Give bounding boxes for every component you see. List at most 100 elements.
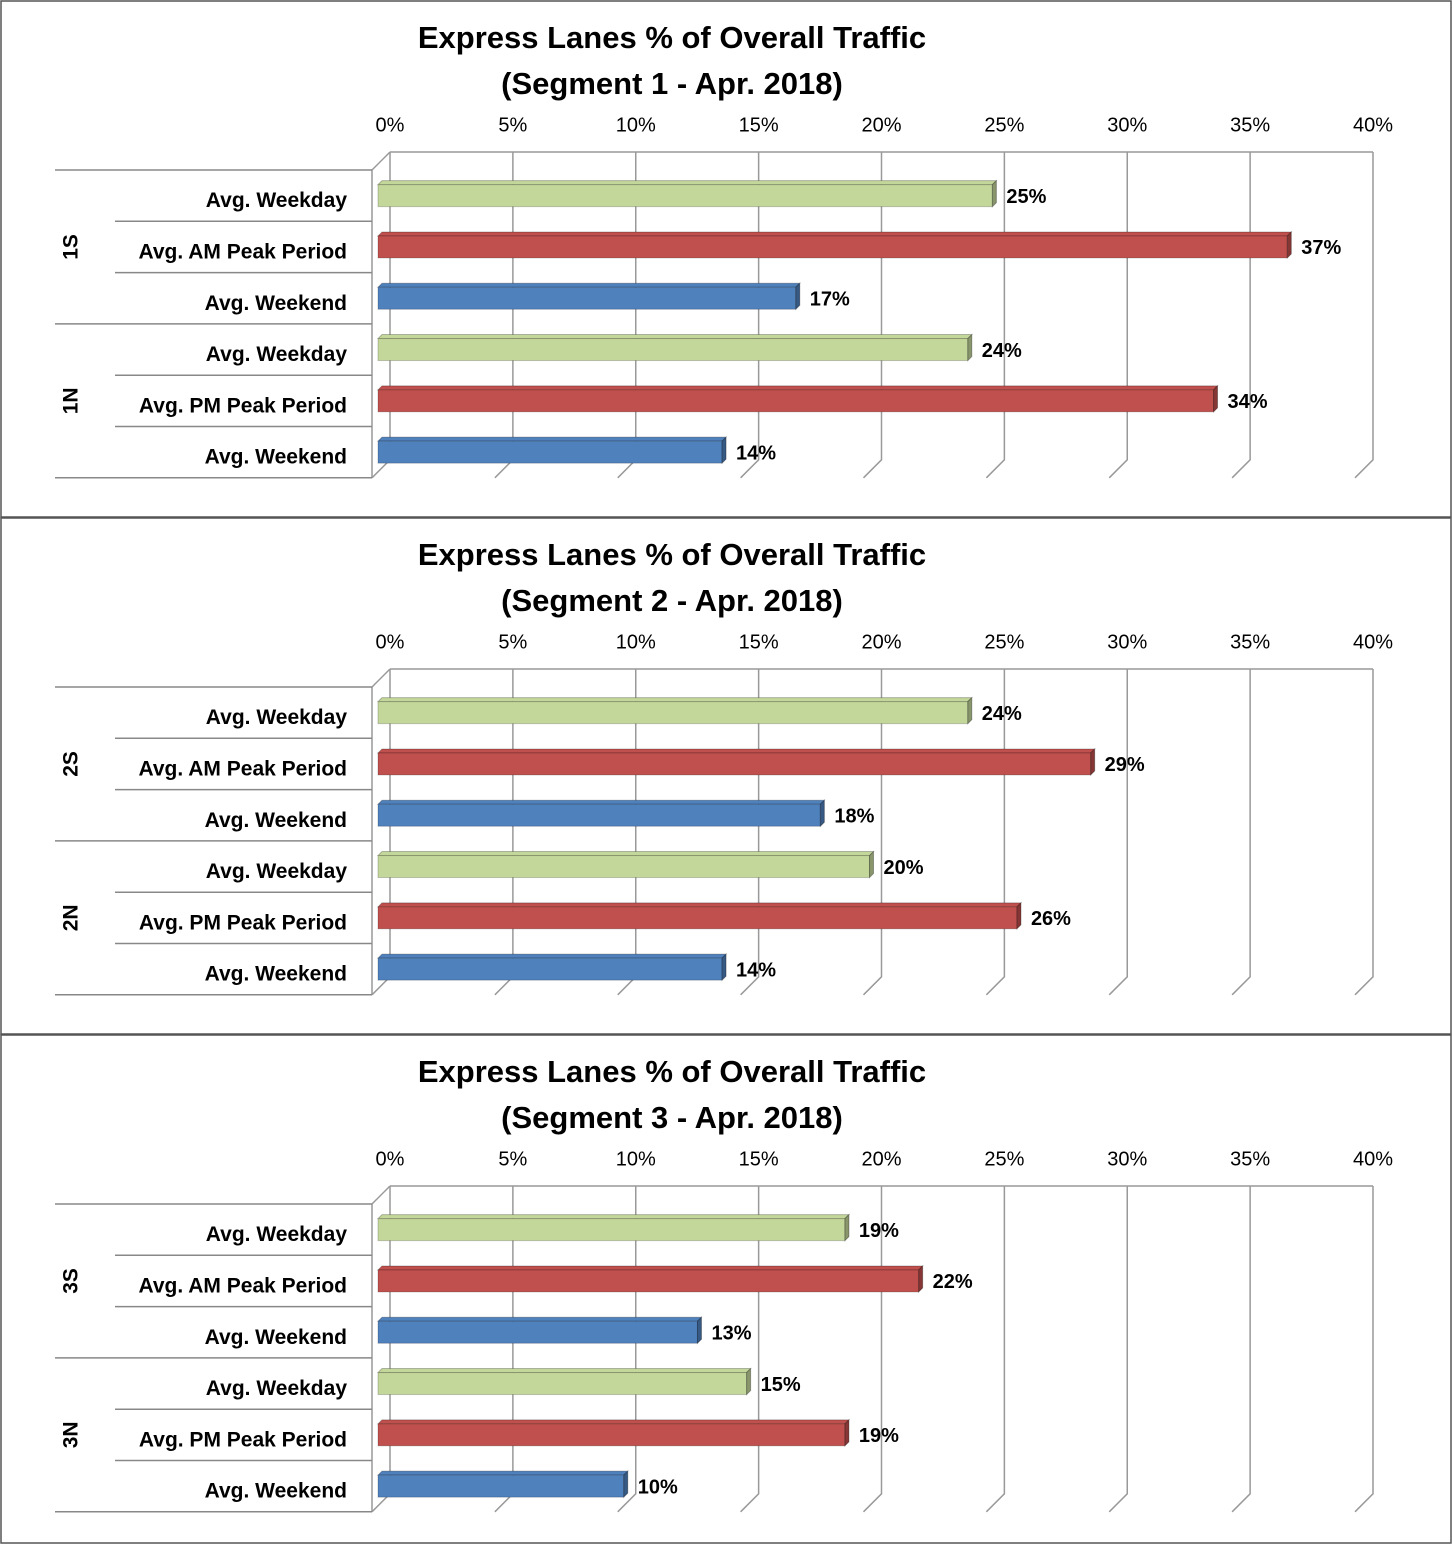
bar-side-shade xyxy=(967,697,972,724)
bar-side-shade xyxy=(1287,231,1292,258)
x-tick-label: 5% xyxy=(498,1148,527,1170)
bar-side xyxy=(623,1469,629,1499)
bar-side xyxy=(991,179,997,208)
category-label: Avg. Weekend xyxy=(205,963,347,986)
bar-top xyxy=(376,1316,703,1322)
value-label: 20% xyxy=(884,857,924,879)
x-tick-label: 0% xyxy=(376,631,405,653)
bar xyxy=(377,389,1215,413)
category-label: Avg. Weekday xyxy=(206,706,348,729)
value-label: 26% xyxy=(1031,908,1071,930)
bar-side xyxy=(721,435,727,465)
bar-top xyxy=(376,799,826,805)
value-label: 19% xyxy=(859,1220,899,1242)
value-label: 22% xyxy=(933,1271,973,1293)
bar-side-shade xyxy=(992,180,997,207)
x-tick-label: 15% xyxy=(739,114,779,136)
panel-border xyxy=(0,517,1452,1035)
category-label: Avg. Weekend xyxy=(205,1480,347,1503)
chart-panel: Express Lanes % of Overall Traffic (Segme… xyxy=(0,0,1452,518)
x-tick-label: 40% xyxy=(1353,1148,1393,1170)
bar-top xyxy=(376,1419,851,1425)
bar-side xyxy=(721,952,727,982)
category-label: Avg. PM Peak Period xyxy=(139,394,347,417)
left-wall-top xyxy=(371,1185,391,1205)
bar-side-shade xyxy=(697,1317,702,1344)
group-label: 2S xyxy=(60,751,83,777)
bar-side xyxy=(967,696,973,725)
value-label: 14% xyxy=(736,442,776,464)
bar xyxy=(377,701,969,725)
grid-line xyxy=(1231,669,1251,996)
bar xyxy=(377,286,797,310)
bar-top xyxy=(376,902,1023,908)
x-tick-label: 20% xyxy=(861,631,901,653)
bar xyxy=(377,338,969,362)
grid-line xyxy=(1354,152,1374,479)
bar-top xyxy=(376,385,1219,391)
bar-top xyxy=(376,180,998,186)
value-label: 18% xyxy=(834,806,874,828)
x-tick-label: 30% xyxy=(1107,1148,1147,1170)
bar-side xyxy=(746,1367,752,1396)
x-tick-label: 30% xyxy=(1107,114,1147,136)
x-tick-label: 5% xyxy=(498,631,527,653)
category-label: Avg. AM Peak Period xyxy=(138,757,347,780)
x-tick-label: 25% xyxy=(984,1148,1024,1170)
bar-top xyxy=(376,851,875,857)
category-label: Avg. PM Peak Period xyxy=(139,911,347,934)
group-label: 3N xyxy=(60,1421,83,1448)
left-wall-top xyxy=(371,668,391,688)
grid-line xyxy=(1231,1186,1251,1513)
x-tick-label: 15% xyxy=(739,631,779,653)
category-label: Avg. AM Peak Period xyxy=(138,240,347,263)
group-label: 3S xyxy=(60,1268,83,1294)
x-tick-label: 35% xyxy=(1230,631,1270,653)
category-label: Avg. Weekend xyxy=(205,809,347,832)
x-tick-label: 25% xyxy=(984,114,1024,136)
category-label: Avg. Weekday xyxy=(206,343,348,366)
chart-subtitle: (Segment 1 - Apr. 2018) xyxy=(501,66,843,101)
value-label: 13% xyxy=(711,1323,751,1345)
bar xyxy=(377,803,821,827)
x-tick-label: 20% xyxy=(861,114,901,136)
category-label: Avg. Weekend xyxy=(205,446,347,469)
x-tick-label: 0% xyxy=(376,1148,405,1170)
left-wall-top xyxy=(371,151,391,171)
x-tick-label: 10% xyxy=(616,114,656,136)
chart-subtitle: (Segment 2 - Apr. 2018) xyxy=(501,583,843,618)
x-tick-label: 35% xyxy=(1230,1148,1270,1170)
bar-top xyxy=(376,748,1096,754)
chart-title: Express Lanes % of Overall Traffic xyxy=(418,537,926,572)
bar xyxy=(377,957,723,981)
bar-side xyxy=(696,1316,702,1345)
x-tick-label: 25% xyxy=(984,631,1024,653)
grid-line xyxy=(1108,669,1128,996)
bar-side-shade xyxy=(722,437,727,464)
bar xyxy=(377,1372,748,1396)
x-tick-label: 35% xyxy=(1230,114,1270,136)
bar xyxy=(377,1320,698,1344)
category-label: Avg. Weekday xyxy=(206,189,348,212)
chart-title: Express Lanes % of Overall Traffic xyxy=(418,1054,926,1089)
bar-side-shade xyxy=(869,851,874,878)
bar xyxy=(377,440,723,464)
bar-side-shade xyxy=(623,1471,628,1498)
bar xyxy=(377,184,993,208)
grid-line xyxy=(1354,1186,1374,1513)
bar-side xyxy=(795,282,801,311)
panel-border xyxy=(0,0,1452,518)
value-label: 37% xyxy=(1301,237,1341,259)
bar-top xyxy=(376,1470,629,1476)
bar-side-shade xyxy=(844,1419,849,1446)
category-label: Avg. Weekend xyxy=(205,1326,347,1349)
bar-side xyxy=(1213,384,1219,414)
category-label: Avg. AM Peak Period xyxy=(138,1274,347,1297)
bar xyxy=(377,1423,846,1447)
bar-side-shade xyxy=(967,334,972,361)
bar xyxy=(377,906,1018,930)
bar-top xyxy=(376,436,728,442)
bar-side-shade xyxy=(722,954,727,981)
bar-side xyxy=(967,333,973,362)
